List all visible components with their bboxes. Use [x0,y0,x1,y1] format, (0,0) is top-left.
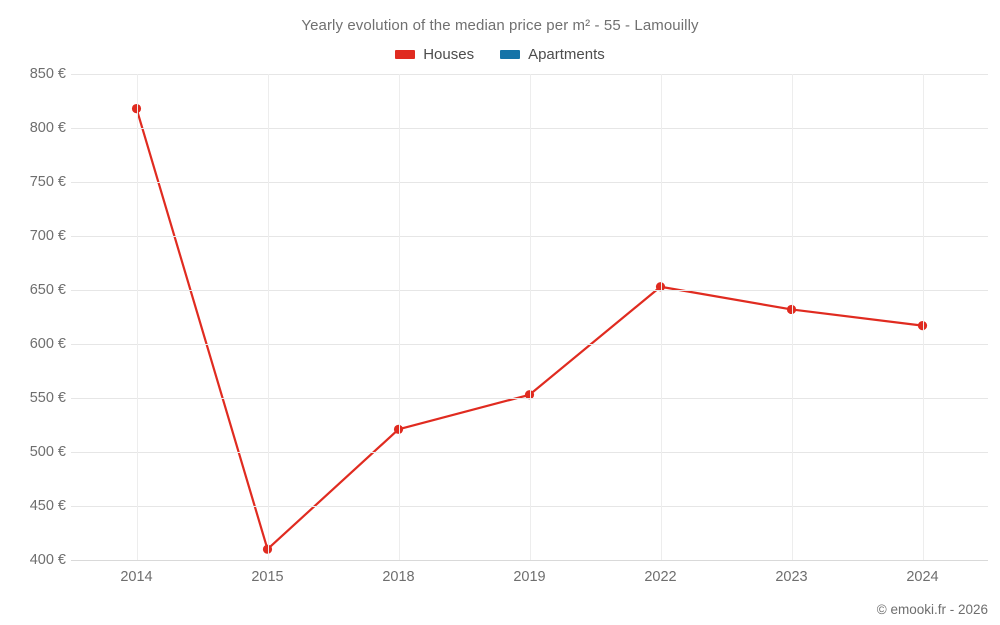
legend-label-houses: Houses [423,46,475,63]
chart-legend: Houses Apartments [0,46,1000,63]
gridline-vertical [791,74,793,560]
y-axis-tick-label: 500 € [29,444,66,460]
legend-swatch-houses [395,50,416,59]
data-point-houses[interactable] [262,544,273,554]
y-axis-tick-label: 700 € [29,228,66,244]
y-axis-tick-label: 650 € [29,282,66,298]
x-axis-tick-label: 2018 [382,569,415,585]
y-axis-tick-label: 800 € [29,120,66,136]
y-axis-tick-label: 600 € [29,336,66,352]
gridline-vertical [136,74,138,560]
legend-item-houses[interactable]: Houses [395,46,474,63]
y-axis-tick-label: 850 € [29,66,66,82]
y-axis-tick-label: 400 € [29,552,66,568]
chart-title: Yearly evolution of the median price per… [301,17,699,34]
x-axis-tick-label: 2014 [120,569,153,585]
y-axis-labels: 400 € 450 € 500 € 550 € 600 € 650 € 700 € 750 €… [0,0,66,625]
x-axis-tick-label: 2023 [775,569,808,585]
gridline-vertical [398,74,400,560]
y-axis-tick-label: 550 € [29,390,66,406]
x-axis-line [71,560,988,561]
legend-swatch-apartments [500,50,521,59]
x-axis-tick-label: 2019 [513,569,546,585]
x-axis-tick-label: 2015 [251,569,284,585]
y-axis-tick-label: 750 € [29,174,66,190]
x-axis-tick-label: 2024 [906,569,939,585]
legend-item-apartments[interactable]: Apartments [500,46,605,63]
plot-area [71,74,988,561]
gridline-vertical [660,74,662,560]
footer-credit: © emooki.fr - 2026 [876,602,988,617]
legend-label-apartments: Apartments [528,46,605,63]
gridline-vertical [267,74,269,560]
gridline-vertical [922,74,924,560]
x-axis-tick-label: 2022 [644,569,677,585]
y-axis-tick-label: 450 € [29,498,66,514]
gridline-vertical [529,74,531,560]
